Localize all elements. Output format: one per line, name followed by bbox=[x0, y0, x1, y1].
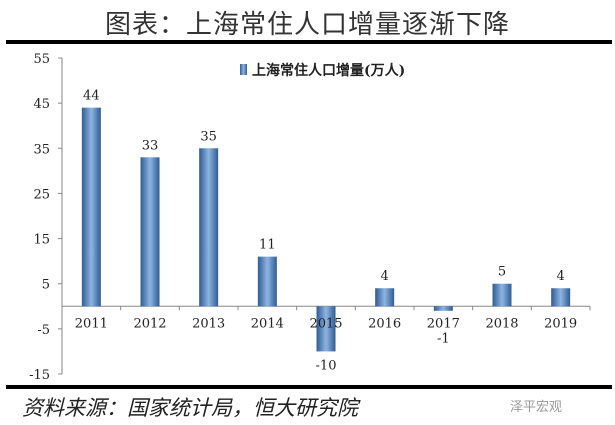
legend-label: 上海常住人口增量(万人) bbox=[252, 62, 405, 79]
data-label: -1 bbox=[437, 331, 450, 346]
x-tick-label: 2016 bbox=[368, 316, 401, 331]
legend: 上海常住人口增量(万人) bbox=[240, 62, 405, 79]
data-label: 4 bbox=[381, 269, 389, 284]
y-tick-label: -5 bbox=[37, 323, 50, 338]
y-tick-label: 25 bbox=[33, 187, 50, 202]
data-label: 4 bbox=[557, 269, 565, 284]
y-tick-label: 5 bbox=[42, 278, 50, 293]
x-tick-label: 2014 bbox=[251, 316, 284, 331]
data-label: 35 bbox=[200, 129, 217, 144]
bar-2016 bbox=[375, 288, 395, 307]
bar-2015 bbox=[316, 306, 336, 352]
y-tick-label: 35 bbox=[33, 142, 50, 157]
source-note: 资料来源：国家统计局，恒大研究院 bbox=[22, 396, 358, 420]
legend-swatch bbox=[240, 64, 247, 75]
data-label: 5 bbox=[498, 265, 506, 280]
x-tick-label: 2011 bbox=[75, 316, 108, 331]
x-tick-label: 2017 bbox=[427, 316, 460, 331]
title-rule bbox=[6, 40, 612, 44]
data-label: -10 bbox=[316, 358, 337, 373]
x-tick-label: 2012 bbox=[133, 316, 166, 331]
x-tick-label: 2015 bbox=[309, 316, 342, 331]
chart-title: 图表：上海常住人口增量逐渐下降 bbox=[104, 10, 510, 40]
bar-2014 bbox=[257, 256, 277, 307]
y-tick-label: 45 bbox=[33, 97, 50, 112]
bar-2013 bbox=[199, 148, 219, 307]
y-tick-label: 55 bbox=[33, 52, 50, 67]
bottom-rule bbox=[6, 385, 612, 389]
bar-2017 bbox=[433, 306, 453, 311]
data-label: 33 bbox=[142, 138, 159, 153]
x-tick-label: 2013 bbox=[192, 316, 225, 331]
watermark: 泽平宏观 bbox=[510, 400, 563, 415]
y-tick-label: -15 bbox=[29, 368, 50, 383]
x-tick-label: 2019 bbox=[544, 316, 577, 331]
bar-2019 bbox=[551, 288, 571, 307]
bar-2012 bbox=[140, 157, 160, 307]
y-tick-label: 15 bbox=[33, 233, 50, 248]
x-tick-label: 2018 bbox=[485, 316, 518, 331]
data-label: 44 bbox=[83, 89, 100, 104]
bar-2018 bbox=[492, 283, 512, 307]
data-label: 11 bbox=[259, 238, 276, 253]
bar-2011 bbox=[81, 107, 101, 307]
